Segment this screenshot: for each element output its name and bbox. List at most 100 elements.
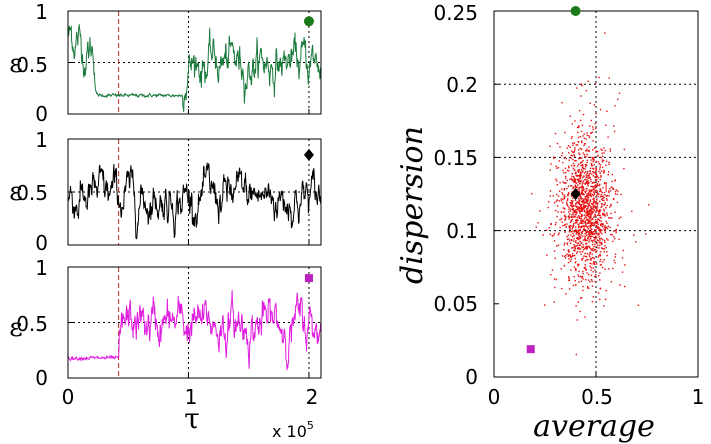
scatter-point-1162 bbox=[579, 194, 581, 196]
scatter-point-11 bbox=[566, 193, 569, 196]
scatter-point-247 bbox=[592, 241, 594, 243]
scatter-point-263 bbox=[580, 208, 583, 210]
scatter-point-628 bbox=[588, 202, 591, 204]
scatter-point-875 bbox=[589, 125, 591, 127]
scatter-point-1484 bbox=[599, 166, 601, 168]
scatter-point-1197 bbox=[552, 195, 554, 197]
scatter-point-1424 bbox=[589, 172, 592, 174]
scatter-point-498 bbox=[573, 246, 576, 248]
scatter-point-1459 bbox=[600, 190, 602, 193]
scatter-point-543 bbox=[579, 235, 581, 238]
scatter-point-511 bbox=[585, 176, 587, 179]
scatter-point-501 bbox=[591, 212, 593, 215]
scatter-point-1094 bbox=[563, 265, 566, 267]
scatter-point-888 bbox=[574, 257, 576, 260]
scatter-point-947 bbox=[584, 143, 587, 145]
scatter-point-1451 bbox=[589, 209, 591, 212]
scatter-point-76 bbox=[557, 195, 560, 197]
scatter-point-408 bbox=[588, 173, 590, 175]
scatter-point-282 bbox=[556, 199, 559, 201]
scatter-point-339 bbox=[586, 132, 588, 134]
scatter-point-1342 bbox=[581, 246, 583, 248]
scatter-point-621 bbox=[589, 176, 591, 178]
scatter-point-294 bbox=[594, 82, 597, 85]
scatter-point-1088 bbox=[591, 231, 594, 234]
scatter-point-254 bbox=[599, 216, 601, 219]
scatter-point-677 bbox=[591, 263, 593, 265]
scatter-point-1291 bbox=[551, 235, 553, 237]
scatter-point-1092 bbox=[580, 161, 582, 164]
scatter-point-867 bbox=[614, 262, 616, 264]
scatter-point-1389 bbox=[555, 178, 557, 180]
scatter-point-420 bbox=[614, 193, 617, 195]
scatter-point-831 bbox=[604, 268, 606, 270]
scatter-ytick-0.1: 0.1 bbox=[446, 219, 478, 243]
scatter-point-193 bbox=[568, 216, 571, 219]
scatter-point-1287 bbox=[593, 262, 595, 264]
scatter-point-346 bbox=[605, 246, 607, 249]
scatter-point-797 bbox=[576, 144, 579, 146]
scatter-point-175 bbox=[571, 254, 574, 257]
scatter-point-13 bbox=[568, 238, 570, 240]
scatter-point-1420 bbox=[593, 181, 595, 184]
scatter-point-325 bbox=[568, 231, 571, 233]
scatter-point-351 bbox=[591, 253, 593, 256]
scatter-point-1323 bbox=[606, 212, 608, 214]
scatter-point-1307 bbox=[567, 261, 570, 264]
scatter-point-1262 bbox=[588, 235, 590, 237]
scatter-xtick-1: 1 bbox=[692, 385, 705, 409]
scatter-point-440 bbox=[583, 247, 586, 250]
scatter-point-34 bbox=[596, 226, 599, 228]
scatter-point-1003 bbox=[579, 135, 582, 138]
scatter-point-363 bbox=[590, 215, 592, 218]
scatter-point-1272 bbox=[594, 201, 597, 203]
scatter-point-27 bbox=[563, 157, 565, 159]
scatter-point-687 bbox=[602, 261, 604, 263]
scatter-point-754 bbox=[553, 201, 556, 204]
scatter-point-1267 bbox=[593, 248, 596, 251]
scatter-point-634 bbox=[578, 247, 580, 249]
scatter-point-930 bbox=[547, 206, 549, 209]
scatter-point-1457 bbox=[578, 232, 581, 234]
scatter-point-425 bbox=[563, 196, 565, 198]
bottom-ytick-0.5: 0.5 bbox=[16, 312, 48, 336]
scatter-point-581 bbox=[578, 225, 580, 228]
scatter-point-1317 bbox=[588, 225, 590, 227]
scatter-point-1125 bbox=[579, 180, 581, 183]
scatter-point-1029 bbox=[563, 244, 565, 246]
scatter-point-1181 bbox=[591, 156, 593, 159]
scatter-point-1203 bbox=[584, 183, 586, 185]
top-panel: 1 0.5 0 ε bbox=[9, 0, 322, 126]
scatter-point-833 bbox=[561, 101, 563, 104]
scatter-point-74 bbox=[578, 126, 580, 129]
scatter-point-1213 bbox=[581, 157, 583, 159]
scatter-point-619 bbox=[595, 221, 598, 224]
scatter-point-676 bbox=[573, 216, 576, 218]
scatter-point-1066 bbox=[606, 254, 608, 257]
scatter-point-1356 bbox=[598, 184, 601, 187]
scatter-point-1075 bbox=[586, 218, 588, 220]
scatter-point-786 bbox=[583, 193, 585, 196]
scatter-point-423 bbox=[575, 202, 577, 204]
scatter-point-1141 bbox=[623, 167, 625, 170]
scatter-point-1173 bbox=[587, 203, 590, 205]
scatter-point-1361 bbox=[580, 205, 582, 207]
scatter-point-607 bbox=[586, 219, 588, 221]
scatter-point-742 bbox=[563, 194, 566, 196]
scatter-point-1016 bbox=[571, 123, 574, 125]
scatter-point-1494 bbox=[578, 179, 580, 182]
scatter-point-970 bbox=[607, 225, 610, 227]
top-ytick-1: 1 bbox=[35, 0, 48, 24]
scatter-point-803 bbox=[577, 238, 579, 240]
scatter-point-172 bbox=[580, 214, 583, 216]
scatter-point-57 bbox=[609, 217, 612, 219]
scatter-point-1193 bbox=[568, 159, 570, 161]
bottom-xtick-0: 0 bbox=[62, 385, 75, 409]
scatter-point-680 bbox=[601, 149, 603, 151]
scatter-point-1476 bbox=[576, 211, 578, 213]
scatter-point-529 bbox=[572, 284, 575, 287]
scatter-point-502 bbox=[610, 186, 613, 188]
scatter-point-259 bbox=[582, 113, 585, 116]
scatter-point-510 bbox=[580, 226, 582, 229]
scatter-point-70 bbox=[593, 104, 596, 106]
